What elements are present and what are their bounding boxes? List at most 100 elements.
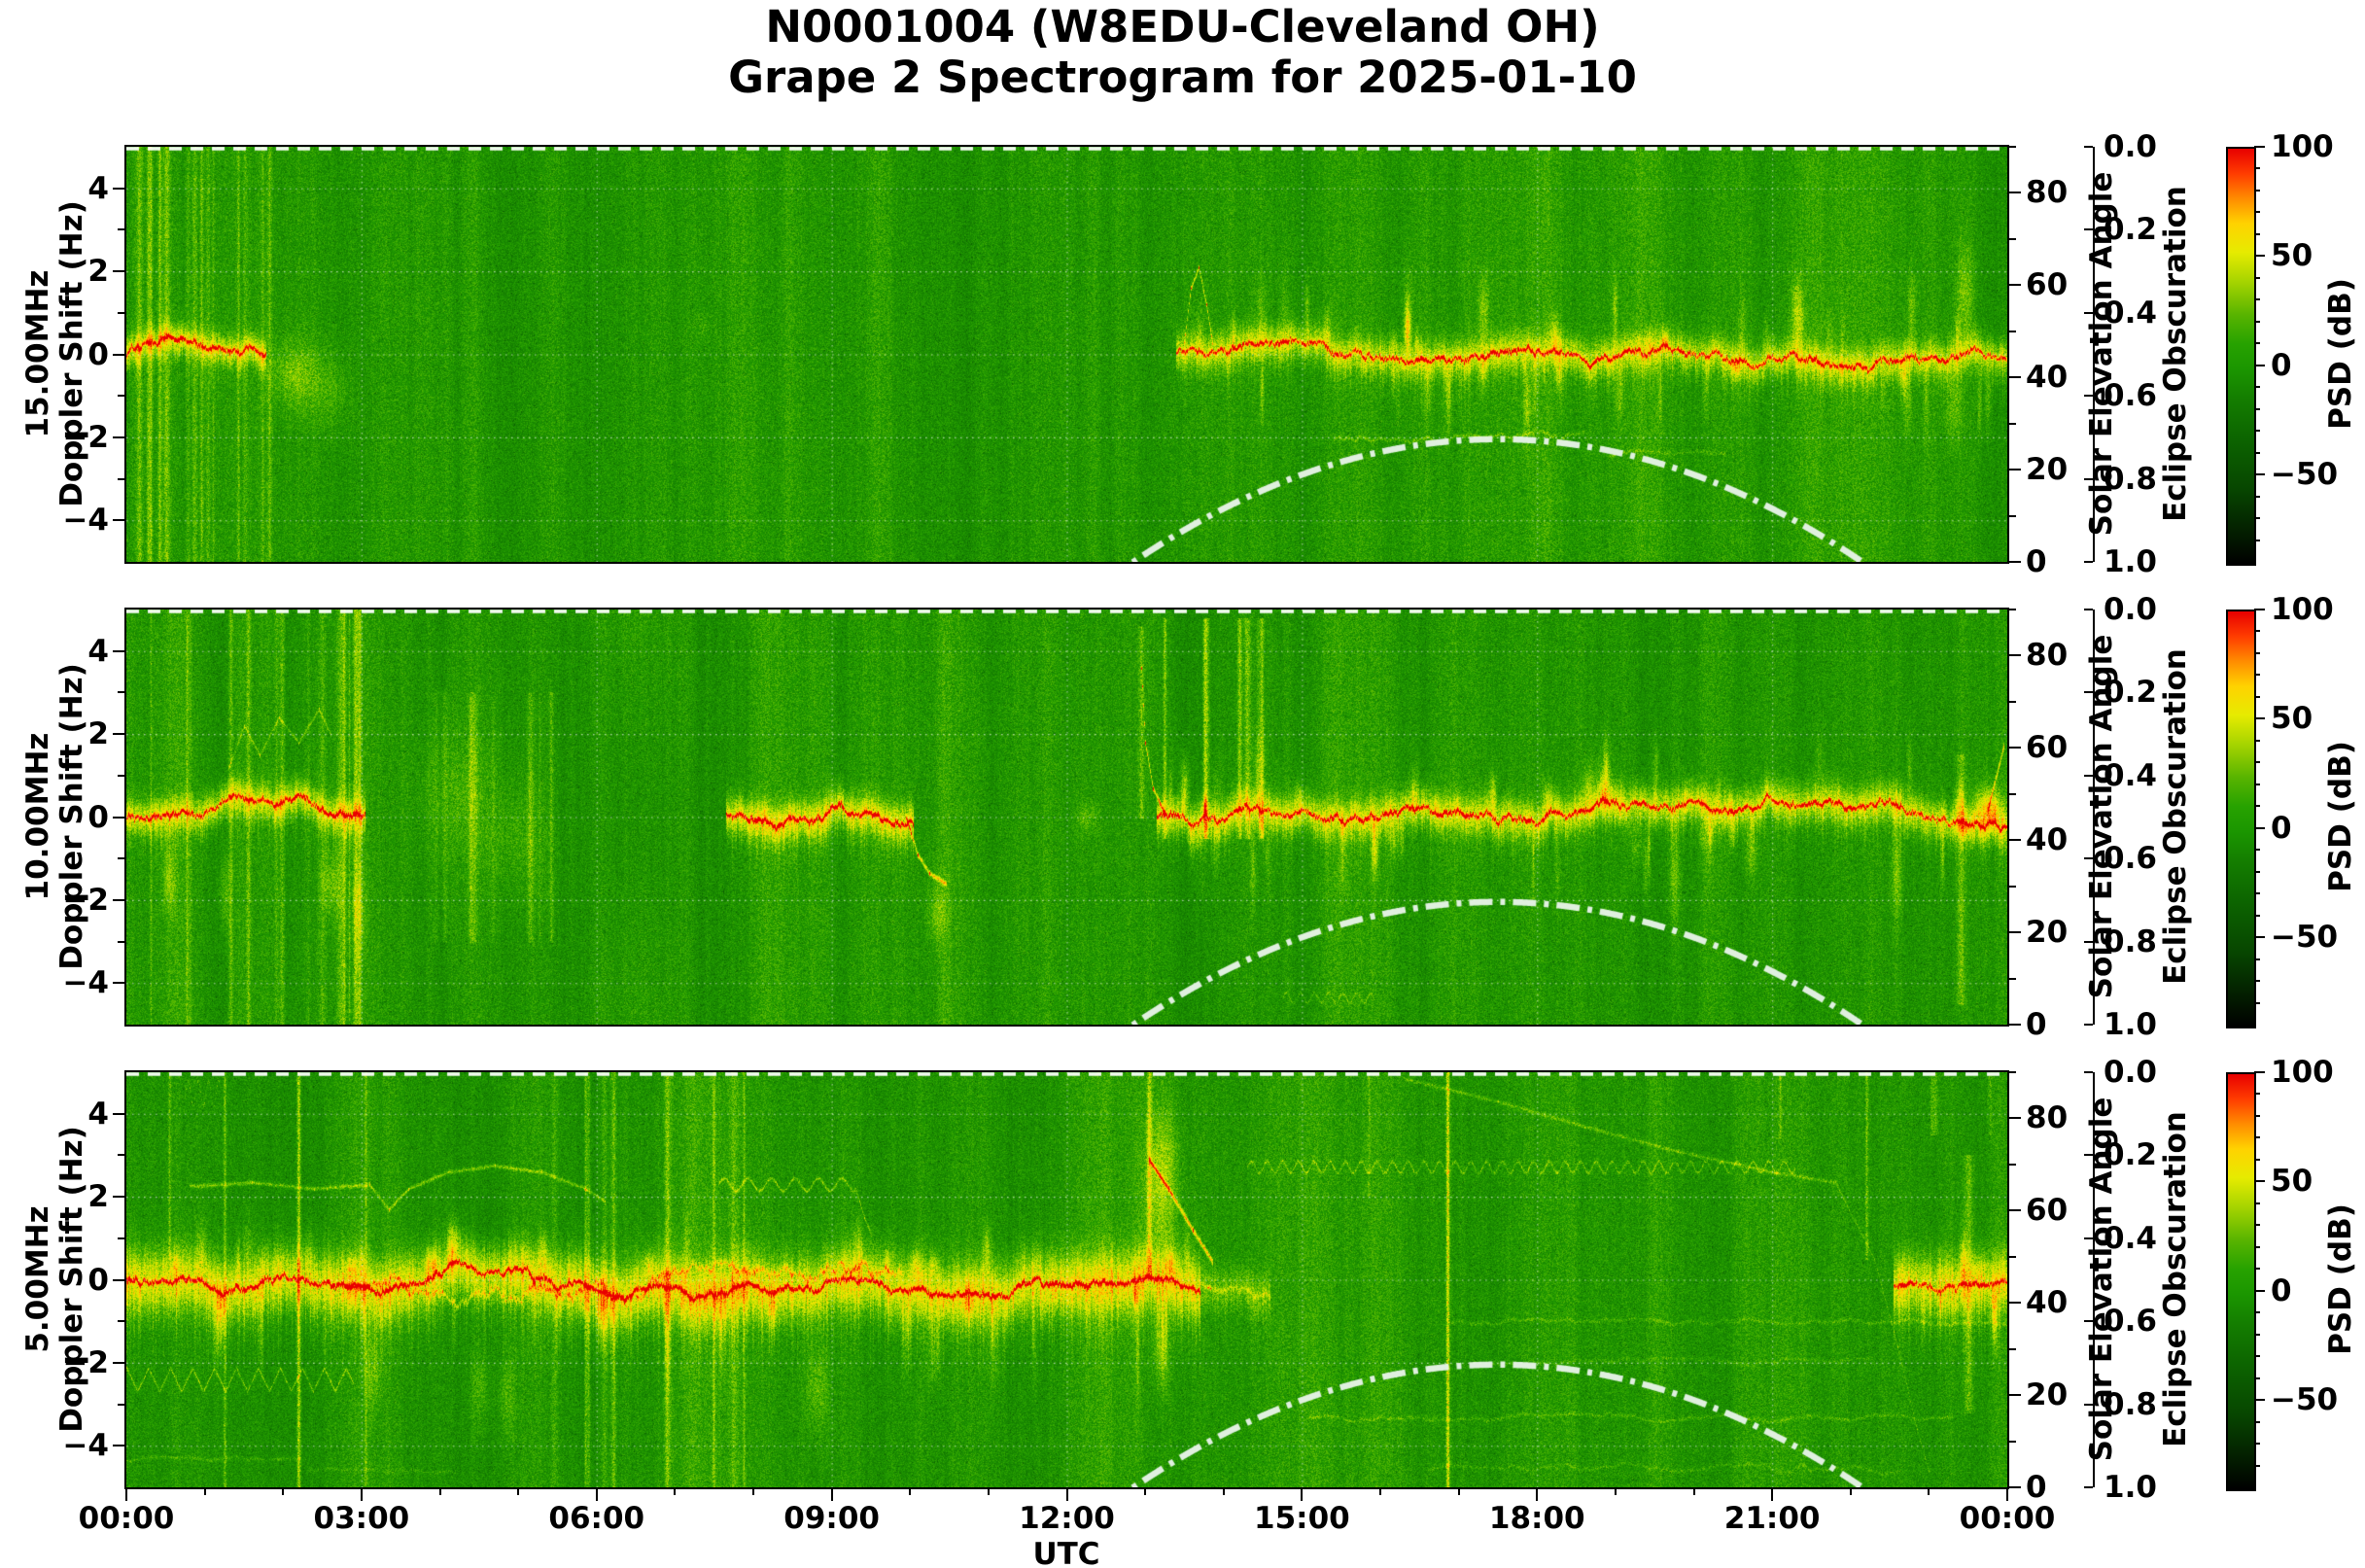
x-tick-label: 03:00 <box>313 1501 410 1536</box>
colorbar-minor-tick <box>2254 1224 2260 1227</box>
colorbar-minor-tick <box>2254 298 2260 301</box>
eclipse-tick-label: 0.8 <box>2104 1386 2157 1422</box>
colorbar-minor-tick <box>2254 232 2260 235</box>
colorbar-tick <box>2254 936 2265 939</box>
colorbar-tick-label: 0 <box>2271 347 2292 383</box>
colorbar-minor-tick <box>2254 1114 2260 1117</box>
solar-tick-label: 0 <box>2026 544 2047 579</box>
doppler-minor-tick <box>118 395 124 398</box>
colorbar-minor-tick <box>2254 783 2260 785</box>
solar-tick <box>2009 192 2021 194</box>
eclipse-axis-spine-3 <box>2093 1072 2095 1487</box>
colorbar-minor-tick <box>2254 1245 2260 1248</box>
colorbar-minor-tick <box>2254 386 2260 389</box>
eclipse-tick <box>2084 609 2093 610</box>
eclipse-tick <box>2084 1071 2093 1073</box>
colorbar-minor-tick <box>2254 651 2260 654</box>
eclipse-tick <box>2084 228 2093 231</box>
colorbar-minor-tick <box>2254 1464 2260 1467</box>
colorbar-minor-tick <box>2254 849 2260 852</box>
solar-tick-label: 80 <box>2026 638 2069 674</box>
x-minor-tick <box>909 1489 912 1495</box>
eclipse-tick-label: 0.6 <box>2104 1304 2157 1340</box>
colorbar-tick <box>2254 1399 2265 1402</box>
eclipse-tick-label: 0.8 <box>2104 461 2157 497</box>
solar-tick <box>2009 839 2021 842</box>
doppler-tick <box>113 436 124 438</box>
solar-tick-label: 60 <box>2026 730 2069 766</box>
colorbar-tick <box>2254 1071 2265 1073</box>
x-minor-tick <box>1144 1489 1147 1495</box>
doppler-minor-tick <box>118 311 124 314</box>
x-minor-tick <box>282 1489 285 1495</box>
colorbar-tick-label: 50 <box>2271 1164 2313 1200</box>
solar-tick <box>2009 376 2021 379</box>
doppler-tick-label: 0 <box>87 1262 109 1298</box>
eclipse-axis-spine-1 <box>2093 147 2095 562</box>
chart-title: N0001004 (W8EDU-Cleveland OH) <box>765 1 1600 52</box>
colorbar-tick-label: 100 <box>2271 129 2334 164</box>
eclipse-tick <box>2084 774 2093 777</box>
x-minor-tick <box>1692 1489 1695 1495</box>
eclipse-tick-label: 0.6 <box>2104 378 2157 414</box>
x-tick <box>830 1489 833 1501</box>
colorbar-minor-tick <box>2254 674 2260 677</box>
eclipse-tick <box>2084 1237 2093 1239</box>
solar-minor-tick <box>2009 146 2016 148</box>
colorbar-tick-label: 50 <box>2271 238 2313 274</box>
doppler-tick-label: −4 <box>62 1428 109 1464</box>
x-minor-tick <box>1457 1489 1460 1495</box>
eclipse-tick-label: 1.0 <box>2104 1470 2157 1505</box>
solar-minor-tick <box>2009 1440 2016 1443</box>
doppler-tick-label: −2 <box>62 419 109 455</box>
colorbar-minor-tick <box>2254 517 2260 520</box>
colorbar-tick <box>2254 364 2265 366</box>
solar-tick-label: 80 <box>2026 1100 2069 1136</box>
doppler-minor-tick <box>118 857 124 860</box>
eclipse-tick-label: 1.0 <box>2104 544 2157 579</box>
spectrogram-panel-10mhz <box>124 608 2009 1027</box>
solar-tick <box>2009 1394 2021 1397</box>
doppler-tick <box>113 733 124 736</box>
eclipse-tick-label: 0.6 <box>2104 841 2157 877</box>
doppler-minor-tick <box>118 1237 124 1239</box>
x-minor-tick <box>1614 1489 1617 1495</box>
doppler-minor-tick <box>118 1320 124 1323</box>
solar-tick <box>2009 1486 2021 1488</box>
colorbar-minor-tick <box>2254 451 2260 454</box>
colorbar-minor-tick <box>2254 1311 2260 1314</box>
solar-tick-label: 60 <box>2026 1193 2069 1229</box>
solar-tick-label: 0 <box>2026 1007 2047 1042</box>
solar-minor-tick <box>2009 422 2016 425</box>
x-tick <box>1771 1489 1774 1501</box>
doppler-tick <box>113 187 124 190</box>
colorbar-minor-tick <box>2254 695 2260 698</box>
x-tick <box>1536 1489 1539 1501</box>
spectrogram-canvas-10mhz <box>126 610 2007 1025</box>
colorbar-minor-tick <box>2254 958 2260 960</box>
solar-tick <box>2009 654 2021 657</box>
solar-tick-label: 40 <box>2026 1285 2069 1321</box>
psd-colorbar-2 <box>2226 610 2256 1028</box>
colorbar-minor-tick <box>2254 914 2260 917</box>
colorbar-minor-tick <box>2254 320 2260 323</box>
x-minor-tick <box>1379 1489 1381 1495</box>
colorbar-minor-tick <box>2254 1376 2260 1379</box>
doppler-minor-tick <box>118 691 124 694</box>
eclipse-tick-label: 0.2 <box>2104 1137 2157 1173</box>
doppler-minor-tick <box>118 228 124 231</box>
colorbar-minor-tick <box>2254 1443 2260 1446</box>
colorbar-minor-tick <box>2254 1268 2260 1271</box>
colorbar-minor-tick <box>2254 980 2260 983</box>
colorbar-minor-tick <box>2254 342 2260 345</box>
colorbar-minor-tick <box>2254 407 2260 410</box>
colorbar-tick <box>2254 146 2265 148</box>
x-minor-tick <box>674 1489 677 1495</box>
eclipse-tick-label: 0.2 <box>2104 212 2157 248</box>
x-tick <box>595 1489 598 1501</box>
x-tick-label: 18:00 <box>1488 1501 1585 1536</box>
colorbar-minor-tick <box>2254 892 2260 895</box>
solar-tick <box>2009 469 2021 471</box>
x-tick <box>360 1489 363 1501</box>
